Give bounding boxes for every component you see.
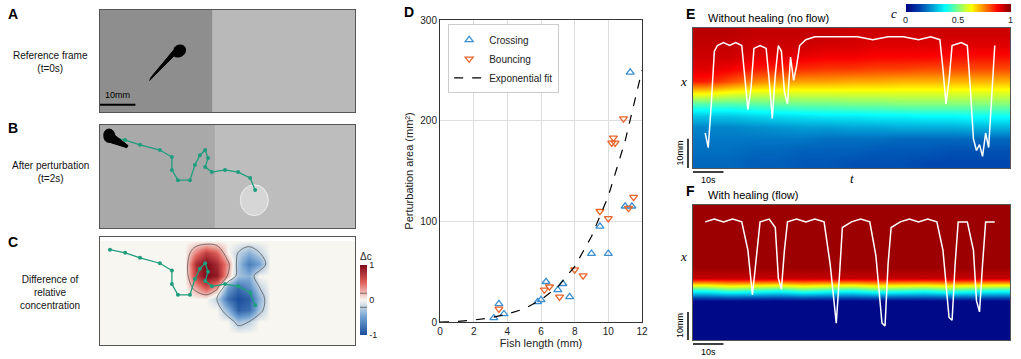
- svg-text:0: 0: [903, 15, 908, 25]
- svg-text:4: 4: [505, 326, 511, 337]
- svg-text:10mm: 10mm: [675, 140, 685, 165]
- svg-text:10: 10: [603, 326, 615, 337]
- svg-text:c: c: [891, 6, 897, 21]
- svg-text:Difference ofrelativeconcentra: Difference ofrelativeconcentration: [20, 274, 80, 311]
- svg-text:300: 300: [420, 15, 437, 26]
- svg-text:-1: -1: [369, 330, 377, 340]
- svg-text:0: 0: [431, 317, 437, 328]
- svg-text:200: 200: [420, 115, 437, 126]
- svg-text:Fish length (mm): Fish length (mm): [500, 337, 583, 349]
- svg-text:x: x: [680, 249, 687, 264]
- svg-text:E: E: [686, 6, 695, 22]
- svg-text:8: 8: [572, 326, 578, 337]
- svg-text:0.5: 0.5: [952, 15, 965, 25]
- svg-text:Crossing: Crossing: [489, 35, 528, 46]
- svg-text:2: 2: [471, 326, 477, 337]
- svg-text:B: B: [8, 120, 18, 136]
- svg-text:100: 100: [420, 216, 437, 227]
- svg-text:10mm: 10mm: [105, 90, 130, 100]
- svg-text:Perturbation area (mm²): Perturbation area (mm²): [403, 112, 415, 229]
- svg-text:C: C: [8, 234, 18, 250]
- svg-text:12: 12: [636, 326, 648, 337]
- svg-text:t: t: [850, 171, 854, 186]
- svg-text:Δc: Δc: [360, 251, 372, 262]
- svg-text:Without healing (no flow): Without healing (no flow): [708, 12, 829, 24]
- svg-text:x: x: [680, 74, 687, 89]
- svg-text:F: F: [686, 183, 695, 199]
- svg-text:Bouncing: Bouncing: [489, 54, 531, 65]
- svg-text:D: D: [404, 4, 414, 20]
- svg-text:10s: 10s: [701, 347, 716, 357]
- svg-text:10s: 10s: [701, 175, 716, 185]
- svg-text:A: A: [8, 6, 18, 22]
- svg-text:After perturbation(t=2s): After perturbation(t=2s): [12, 160, 89, 184]
- svg-text:1: 1: [369, 260, 374, 270]
- svg-text:Reference frame(t=0s): Reference frame(t=0s): [13, 50, 88, 74]
- svg-text:Exponential fit: Exponential fit: [489, 73, 552, 84]
- svg-text:With healing (flow): With healing (flow): [708, 189, 798, 201]
- svg-text:0: 0: [369, 295, 374, 305]
- svg-text:0: 0: [437, 326, 443, 337]
- svg-text:6: 6: [538, 326, 544, 337]
- svg-text:1: 1: [1008, 15, 1013, 25]
- svg-text:10mm: 10mm: [675, 313, 685, 338]
